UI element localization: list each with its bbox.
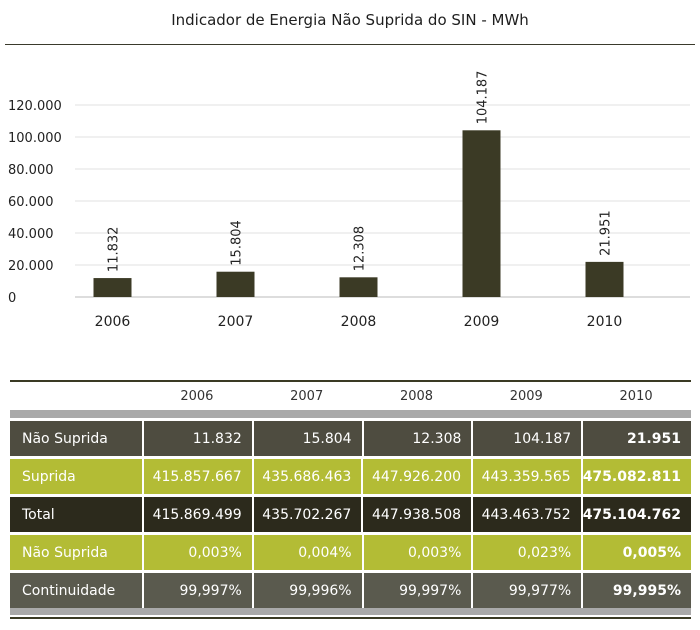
row-label: Não Suprida — [22, 544, 108, 561]
cell-value-highlight: 0,005% — [581, 535, 691, 570]
bar-chart: 0 20.000 40.000 60.000 80.000 100.000 120.000 1… — [8, 71, 690, 330]
cell-value: 104.187 — [471, 421, 581, 456]
cell-value-highlight: 475.082.811 — [580, 459, 691, 494]
row-label: Total — [22, 506, 55, 523]
table-bottom-rule — [10, 617, 691, 619]
x-tick-label: 2007 — [218, 314, 254, 330]
bar — [585, 261, 624, 297]
table-row-suprida: Suprida 415.857.667 435.686.463 447.926.… — [10, 456, 691, 494]
cell-value-highlight: 475.104.762 — [580, 497, 691, 532]
header-year: 2008 — [399, 388, 434, 404]
chart-title: Indicador de Energia Não Suprida do SIN … — [171, 11, 529, 29]
bar — [462, 130, 501, 297]
cell-value: 12.308 — [361, 421, 472, 456]
cell-value: 11.832 — [142, 421, 252, 456]
header-year: 2010 — [619, 388, 653, 404]
cell-value: 415.869.499 — [142, 497, 252, 532]
row-label: Continuidade — [22, 582, 116, 599]
cell-value: 0,023% — [471, 535, 581, 570]
cell-value: 0,003% — [361, 535, 472, 570]
cell-value: 99,997% — [142, 573, 252, 608]
title-divider — [5, 44, 695, 45]
y-tick-label: 20.000 — [8, 259, 54, 274]
x-tick-label: 2008 — [341, 314, 377, 330]
x-tick-label: 2010 — [587, 314, 623, 330]
cell-value: 0,004% — [251, 535, 362, 570]
y-tick-label: 0 — [8, 291, 16, 306]
table-footer-band — [10, 608, 691, 615]
row-label: Não Suprida — [22, 430, 108, 447]
cell-value: 99,996% — [251, 573, 362, 608]
bar — [339, 277, 378, 297]
x-tick-label: 2009 — [464, 314, 500, 330]
data-label: 11.832 — [107, 227, 122, 272]
data-table: 2006 2007 2008 2009 2010 Não Suprida 11.… — [10, 380, 691, 615]
cell-value: 447.926.200 — [361, 459, 471, 494]
data-label: 15.804 — [230, 220, 245, 266]
y-tick-label: 40.000 — [8, 227, 54, 242]
x-tick-label: 2006 — [95, 314, 131, 330]
bar — [216, 271, 255, 297]
cell-value: 435.702.267 — [251, 497, 362, 532]
y-tick-label: 60.000 — [8, 195, 54, 210]
cell-value: 99,997% — [361, 573, 472, 608]
table-top-rule — [10, 380, 691, 382]
bar — [93, 278, 132, 297]
cell-value: 443.359.565 — [471, 459, 581, 494]
data-label: 12.308 — [353, 226, 368, 271]
data-label: 21.951 — [599, 210, 614, 256]
header-year: 2006 — [180, 388, 214, 404]
cell-value: 99,977% — [471, 573, 581, 608]
cell-value: 443.463.752 — [471, 497, 581, 532]
row-label: Suprida — [22, 468, 76, 485]
table-header-row: 2006 2007 2008 2009 2010 — [10, 382, 691, 410]
table-header-band — [10, 410, 691, 418]
data-label: 104.187 — [476, 71, 491, 125]
table-row-nao-suprida-percent: Não Suprida 0,003% 0,004% 0,003% 0,023% … — [10, 532, 691, 570]
table-row-total: Total 415.869.499 435.702.267 447.938.50… — [10, 494, 691, 532]
y-tick-label: 120.000 — [8, 99, 62, 114]
header-year: 2007 — [290, 388, 324, 404]
cell-value-highlight: 21.951 — [581, 421, 691, 456]
cell-value: 435.686.463 — [251, 459, 362, 494]
table-row-nao-suprida: Não Suprida 11.832 15.804 12.308 104.187… — [10, 418, 691, 456]
cell-value: 15.804 — [251, 421, 362, 456]
y-tick-label: 80.000 — [8, 163, 54, 178]
header-year: 2009 — [509, 388, 543, 404]
y-tick-label: 100.000 — [8, 131, 62, 146]
cell-value-highlight: 99,995% — [581, 573, 691, 608]
table-row-continuidade: Continuidade 99,997% 99,996% 99,997% 99,… — [10, 570, 691, 608]
cell-value: 0,003% — [142, 535, 252, 570]
cell-value: 447.938.508 — [361, 497, 471, 532]
cell-value: 415.857.667 — [142, 459, 252, 494]
